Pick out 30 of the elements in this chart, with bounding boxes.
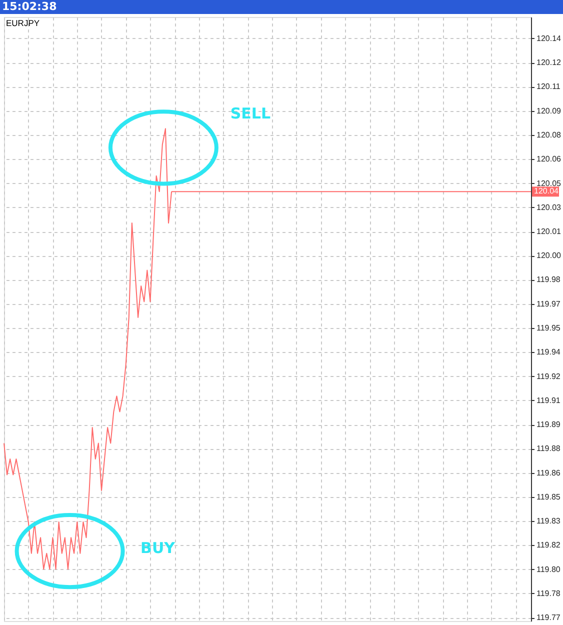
y-tick-label: 119.89 <box>536 420 561 430</box>
y-tick-label: 120.12 <box>536 58 562 68</box>
y-tick-label: 119.86 <box>536 468 561 478</box>
y-tick-label: 119.98 <box>536 275 561 284</box>
y-tick-label: 119.78 <box>536 588 561 598</box>
y-tick-label: 120.05 <box>536 178 562 188</box>
y-tick-label: 119.77 <box>536 613 561 622</box>
y-tick-label: 119.80 <box>536 564 561 574</box>
y-tick-label: 119.88 <box>536 444 561 454</box>
y-tick-label: 119.82 <box>536 540 561 550</box>
y-tick-label: 120.09 <box>536 106 562 116</box>
annotation: BUY <box>140 539 176 558</box>
y-tick-label: 120.06 <box>536 154 562 164</box>
chart-title: 15:02:38 <box>2 0 57 13</box>
ref-line-label: 120.04 <box>534 186 560 196</box>
y-tick-label: 120.03 <box>536 202 562 212</box>
y-tick-label: 120.08 <box>536 130 562 140</box>
y-tick-label: 119.85 <box>536 492 561 502</box>
y-tick-label: 119.83 <box>536 516 561 526</box>
y-tick-label: 119.97 <box>536 299 561 308</box>
y-tick-label: 119.92 <box>536 372 561 381</box>
annotation: SELL <box>230 104 271 123</box>
y-tick-label: 119.95 <box>536 323 561 332</box>
y-tick-label: 120.14 <box>536 34 562 43</box>
y-tick-label: 120.00 <box>536 251 562 260</box>
y-tick-label: 119.91 <box>536 396 561 405</box>
y-tick-label: 120.11 <box>536 82 561 92</box>
y-tick-label: 119.94 <box>536 348 561 357</box>
chart-subtitle: EURJPY <box>6 18 40 28</box>
y-tick-label: 120.01 <box>536 227 562 236</box>
